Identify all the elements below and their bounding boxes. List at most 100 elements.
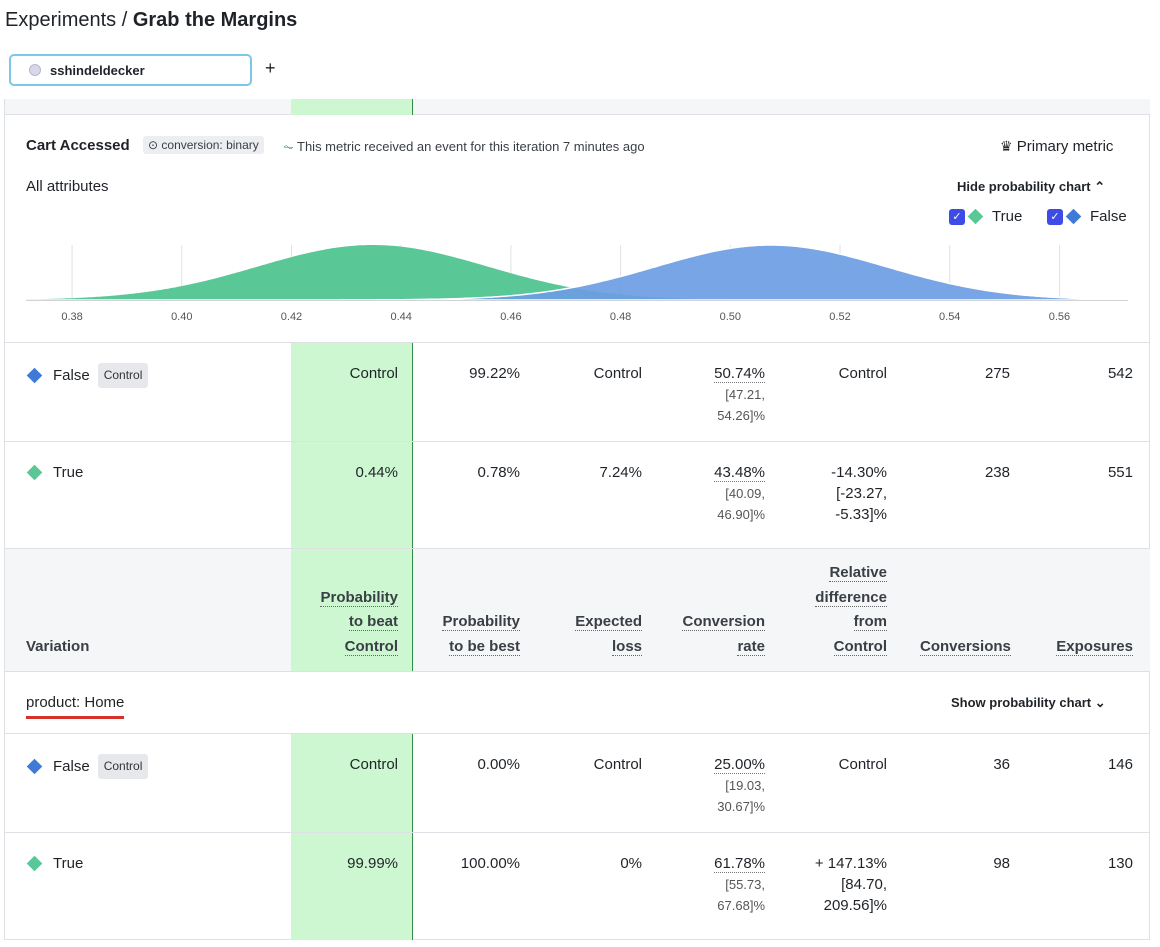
rel-value: Control [838,756,887,773]
p-beat-value: Control [349,365,398,382]
diamond-icon [26,758,43,775]
cell-loss: 7.24% [599,462,642,483]
cell-rel: Control [839,363,887,405]
highlight-column-strip [291,99,413,115]
highlight-column [291,833,413,940]
all-attributes-label: All attributes [26,178,109,195]
cell-conv: 98 [993,853,1010,874]
show-probability-chart-button[interactable]: Show probability chart ⌄ [951,695,1106,711]
diamond-icon [1065,208,1082,225]
x-tick-label: 0.54 [939,311,960,323]
checkbox-false[interactable]: ✓ [1047,208,1063,225]
cell-conv: 275 [985,363,1010,384]
column-header[interactable]: Expected loss [552,610,642,659]
header-label: Expected loss [575,613,642,656]
cell-exp: 551 [1108,462,1133,483]
column-header[interactable]: Conversion rate [675,610,765,659]
rate-ci: [40.09, 46.90]% [717,486,765,522]
cell-exp: 130 [1108,853,1133,874]
header-label: Relative difference from Control [815,564,887,656]
column-header[interactable]: Probability to be best [430,610,520,659]
context-user-label: sshindeldecker [50,62,145,78]
metric-name[interactable]: Cart Accessed [26,137,130,154]
legend-false-label: False [1090,208,1127,225]
x-tick-label: 0.42 [281,311,302,323]
breadcrumb-separator: / [116,9,133,31]
rel-ci-high: -5.33]% [835,506,887,523]
x-tick-label: 0.50 [720,311,741,323]
previous-metric-strip [5,99,1150,115]
header-label: Probability to be best [442,613,520,656]
rate-value: 43.48% [714,464,765,482]
column-header[interactable]: Relative difference from Control [797,561,887,659]
p-best-value: 100.00% [460,855,520,872]
loss-value: 0% [620,855,642,872]
checkbox-true[interactable]: ✓ [949,208,965,225]
diamond-icon [967,208,984,225]
variation-name: False [53,367,90,384]
cell-p-best: 0.78% [477,462,520,483]
event-text: This metric received an event for this i… [297,139,645,154]
cell-conv: 36 [993,754,1010,775]
product-section-header: product: Home Show probability chart ⌄ [5,671,1150,733]
cell-loss: 0% [620,853,642,874]
highlight-column [291,343,413,441]
cell-exp: 542 [1108,363,1133,384]
x-tick-label: 0.52 [829,311,850,323]
header-label: Conversion rate [682,613,765,656]
variation-name: True [53,464,84,481]
header-label: Conversions [920,637,1011,656]
table-row: False Control Control 0.00% Control 25.00% [19… [5,733,1150,832]
product-home-label: product: Home [26,694,125,719]
rel-value: -14.30% [831,464,887,481]
legend-false[interactable]: ✓ False [1047,208,1127,225]
column-header[interactable]: Probability to beat Control [308,586,398,660]
cell-p-best: 0.00% [477,754,520,775]
conversions-value: 238 [984,464,1010,481]
variation-cell: True [26,853,83,874]
rate-ci: [19.03, 30.67]% [717,778,765,814]
cell-rate: 61.78% [55.73, 67.68]% [714,853,765,916]
rate-ci: [47.21, 54.26]% [717,387,765,423]
column-header[interactable]: Conversions [920,635,1011,660]
cell-loss: Control [594,363,642,384]
variation-name: False [53,758,90,775]
page-title: Grab the Margins [132,9,298,31]
variation-cell: False Control [26,754,149,779]
p-beat-value: 99.99% [347,855,398,872]
header-label: Exposures [1056,637,1133,656]
chevron-up-icon: ⌃ [1094,179,1106,194]
p-beat-value: 0.44% [355,464,398,481]
rate-ci: [55.73, 67.68]% [717,877,765,913]
header-label: Variation [26,637,90,655]
rate-value: 61.78% [714,855,765,873]
rel-ci-low: [84.70, [841,876,887,893]
legend-true[interactable]: ✓ True [949,208,1022,225]
exposures-value: 146 [1107,756,1133,773]
rel-ci-high: 209.56]% [823,897,887,914]
x-tick-label: 0.44 [390,311,411,323]
cell-rate: 43.48% [40.09, 46.90]% [714,462,765,525]
p-best-value: 0.78% [477,464,520,481]
rate-value: 50.74% [714,365,765,383]
add-context-button[interactable]: + [265,58,276,78]
diamond-icon [26,367,43,384]
breadcrumb-parent[interactable]: Experiments [5,9,117,31]
legend-true-label: True [992,208,1023,225]
column-header[interactable]: Exposures [1056,635,1133,660]
table-row: False Control Control 99.22% Control 50.74% [4… [5,342,1150,441]
cell-rel: + 147.13% [84.70, 209.56]% [815,853,887,916]
cell-loss: Control [594,754,642,775]
hide-probability-chart-button[interactable]: Hide probability chart ⌃ [957,179,1105,195]
table-row: True 99.99% 100.00% 0% 61.78% [55.73, 67.68]% +… [5,832,1150,940]
exposures-value: 130 [1107,855,1133,872]
breadcrumb: Experiments / Grab the Margins [5,9,297,32]
context-tab-user[interactable]: sshindeldecker [9,54,252,86]
conversions-value: 275 [984,365,1010,382]
cell-rate: 25.00% [19.03, 30.67]% [714,754,765,817]
cell-rel: -14.30% [-23.27, -5.33]% [831,462,887,525]
x-tick-label: 0.38 [61,311,82,323]
diamond-icon [26,464,43,481]
rel-ci-low: [-23.27, [836,485,887,502]
x-tick-label: 0.56 [1049,311,1070,323]
